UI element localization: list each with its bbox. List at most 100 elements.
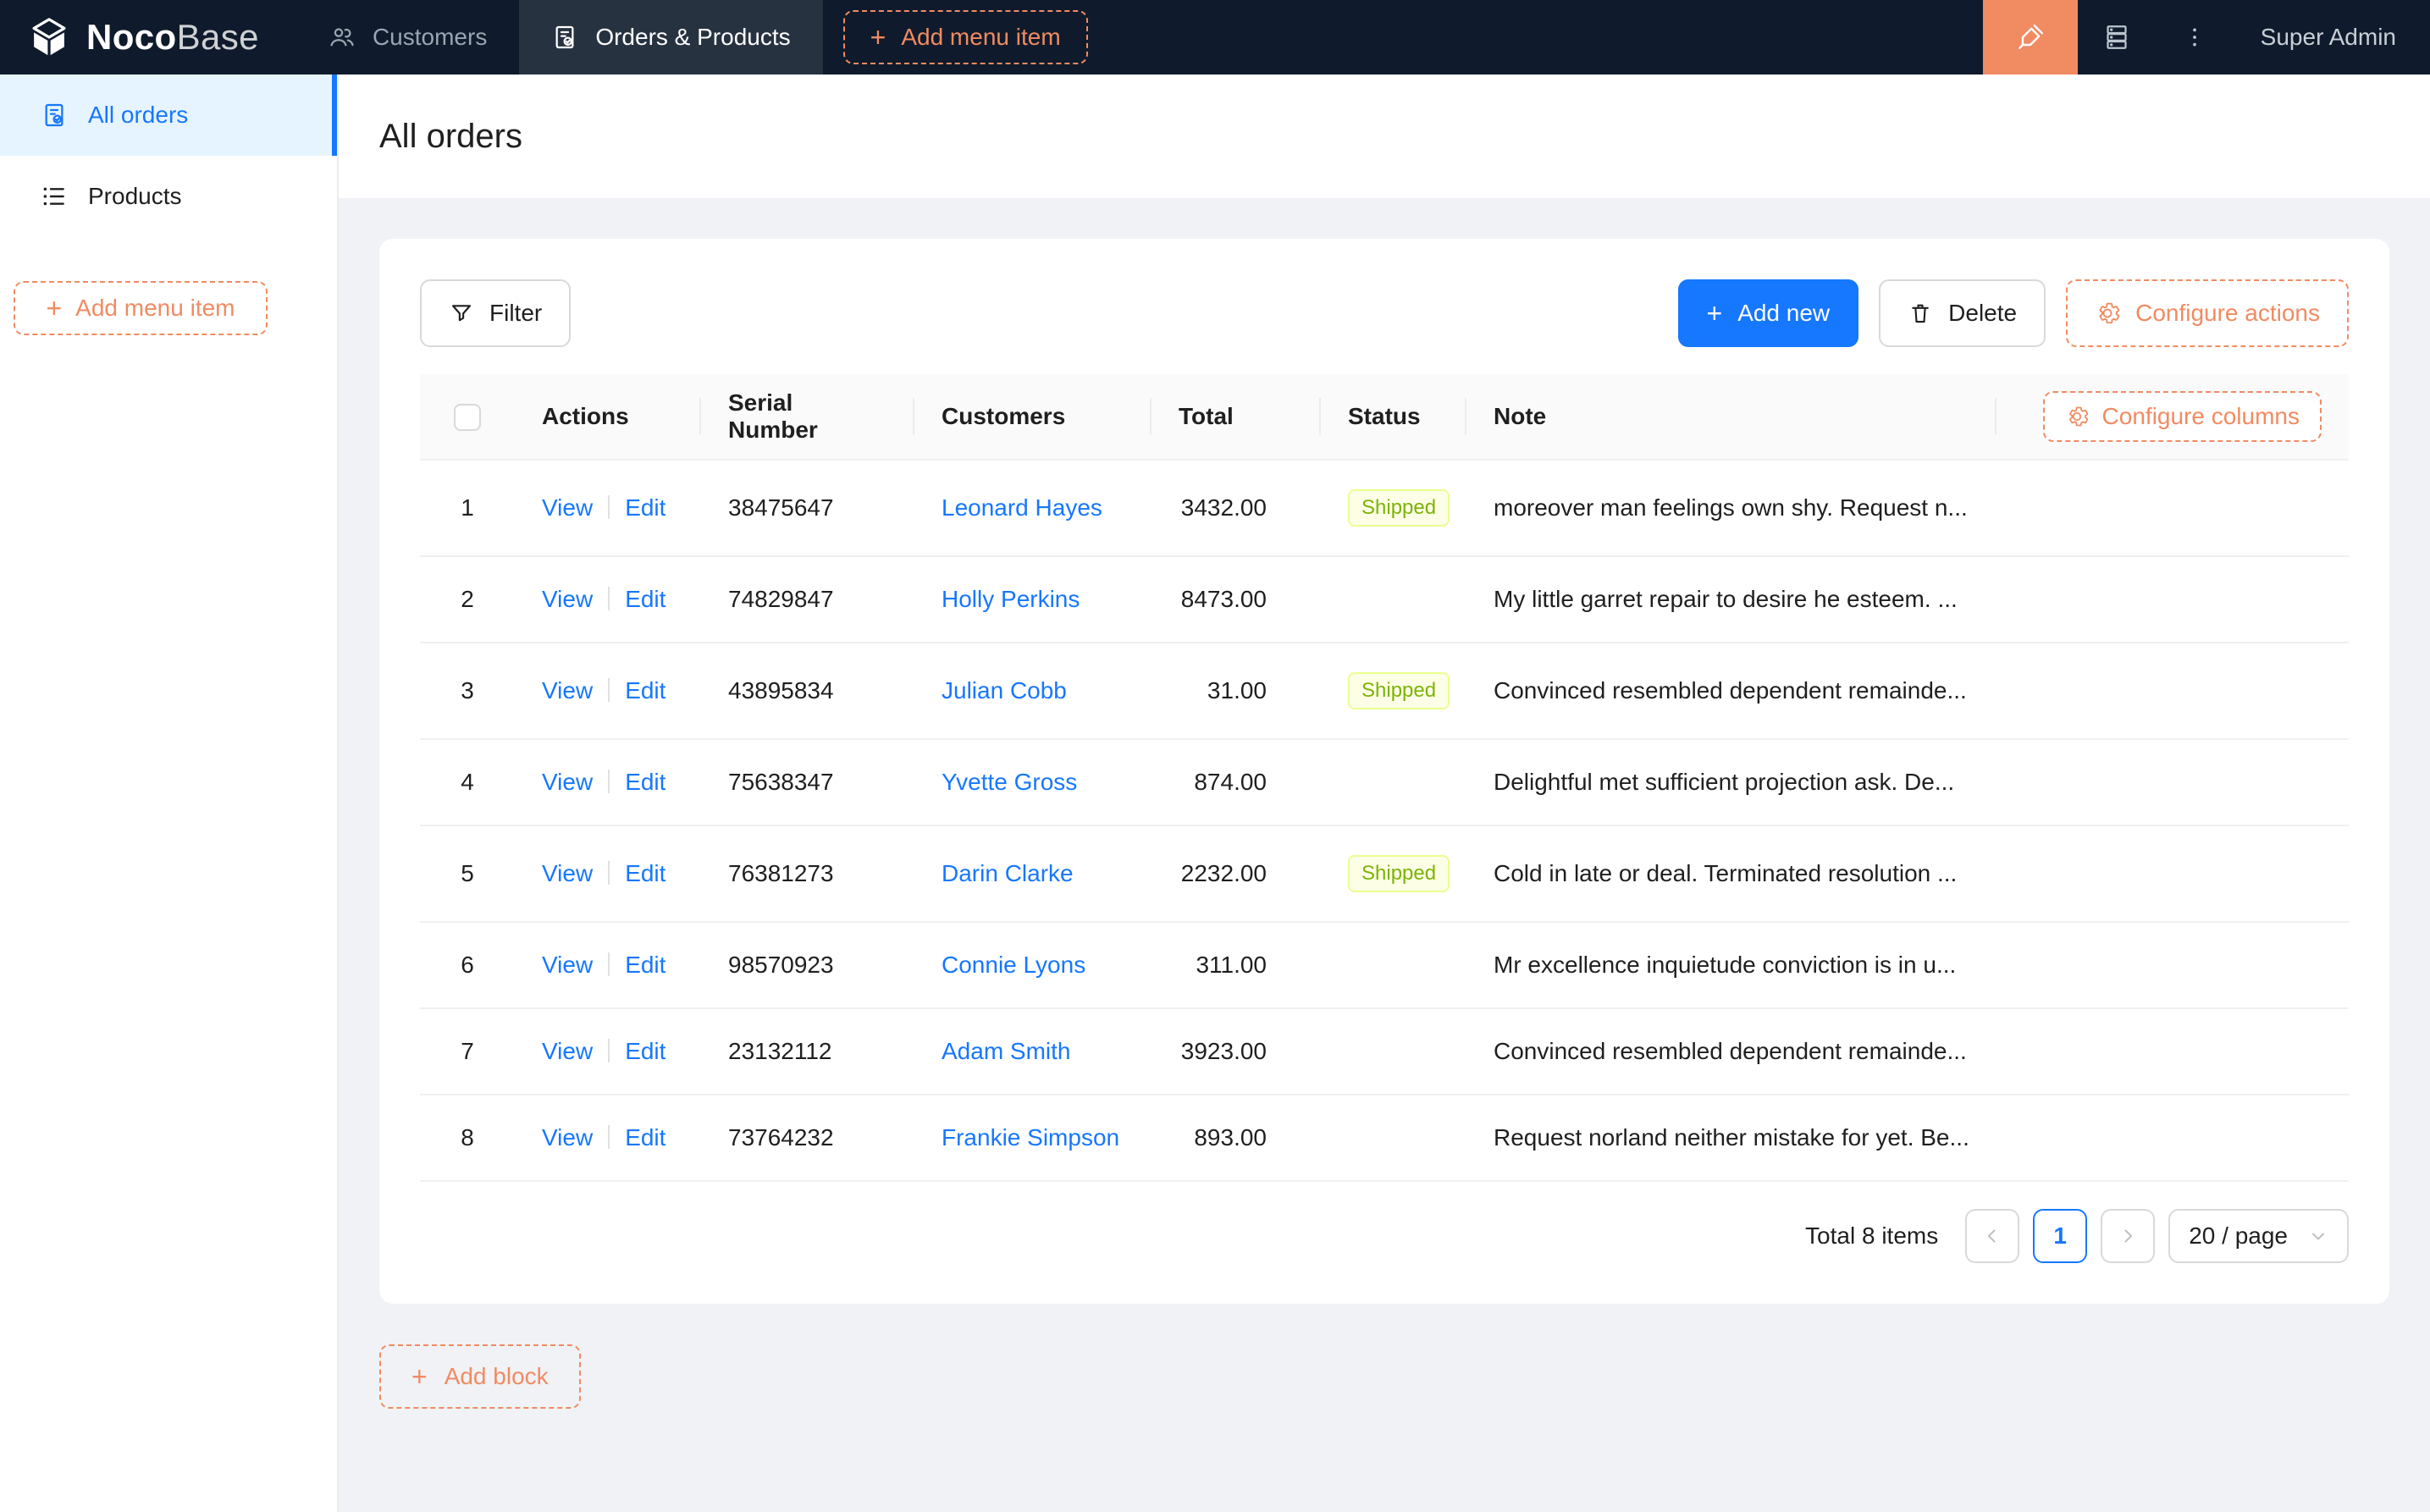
status-tag: Shipped (1348, 855, 1450, 892)
customer-link[interactable]: Connie Lyons (942, 952, 1086, 978)
pagination-prev-button[interactable] (1965, 1209, 2020, 1263)
customer-link[interactable]: Holly Perkins (942, 586, 1080, 612)
sidebar-item-all-orders[interactable]: All orders (0, 74, 337, 156)
logo-text: NocoBase (86, 17, 259, 57)
sidebar-item-products[interactable]: Products (0, 156, 337, 237)
add-new-button[interactable]: + Add new (1677, 279, 1859, 347)
edit-link[interactable]: Edit (625, 1038, 666, 1064)
table-row: 6 View Edit 98570923 Connie Lyons 311.00 … (420, 923, 2349, 1009)
pagination: Total 8 items 1 20 / page (420, 1209, 2349, 1263)
chevron-left-icon (1982, 1226, 2002, 1246)
column-header-total: Total (1151, 374, 1321, 461)
customer-link[interactable]: Julian Cobb (942, 677, 1067, 704)
view-link[interactable]: View (542, 586, 594, 612)
total-cell: 3923.00 (1151, 1009, 1321, 1095)
plugins-button[interactable] (2078, 0, 2156, 74)
row-index: 3 (420, 643, 515, 740)
row-index: 2 (420, 557, 515, 643)
table-row: 1 View Edit 38475647 Leonard Hayes 3432.0… (420, 461, 2349, 557)
page-title: All orders (379, 117, 522, 155)
table-row: 7 View Edit 23132112 Adam Smith 3923.00 C… (420, 1009, 2349, 1095)
actions-cell: View Edit (515, 1095, 701, 1182)
customer-cell: Frankie Simpson (914, 1095, 1151, 1182)
more-options-button[interactable] (2156, 0, 2234, 74)
configure-columns-button[interactable]: Configure columns (2042, 391, 2322, 442)
actions-cell: View Edit (515, 557, 701, 643)
sidebar-item-label: All orders (88, 102, 189, 128)
team-icon (329, 24, 356, 51)
delete-button[interactable]: Delete (1879, 279, 2046, 347)
customer-link[interactable]: Darin Clarke (942, 860, 1074, 886)
table-row: 3 View Edit 43895834 Julian Cobb 31.00 Sh… (420, 643, 2349, 740)
row-index: 4 (420, 740, 515, 826)
row-index: 7 (420, 1009, 515, 1095)
pagination-total: Total 8 items (1805, 1222, 1939, 1249)
view-link[interactable]: View (542, 860, 594, 886)
status-tag: Shipped (1348, 489, 1450, 527)
total-cell: 31.00 (1151, 643, 1321, 740)
navbar-add-menu-item-button[interactable]: + Add menu item (842, 10, 1088, 64)
view-link[interactable]: View (542, 677, 594, 704)
unordered-list-icon (41, 183, 68, 210)
navbar-right-cluster: Super Admin (1982, 0, 2430, 74)
note-cell: Convinced resembled dependent remainde..… (1466, 1009, 1996, 1095)
nav-tab-orders-products[interactable]: Orders & Products (519, 0, 823, 74)
customer-link[interactable]: Adam Smith (942, 1038, 1071, 1064)
edit-link[interactable]: Edit (625, 769, 666, 795)
edit-link[interactable]: Edit (625, 494, 666, 521)
status-cell (1321, 557, 1466, 643)
edit-link[interactable]: Edit (625, 952, 666, 978)
highlighter-icon (2015, 22, 2046, 52)
edit-link[interactable]: Edit (625, 1124, 666, 1151)
view-link[interactable]: View (542, 1038, 594, 1064)
action-divider (608, 770, 610, 793)
total-cell: 2232.00 (1151, 826, 1321, 923)
column-header-note: Note (1466, 374, 1996, 461)
customer-link[interactable]: Leonard Hayes (942, 494, 1102, 521)
actions-cell: View Edit (515, 740, 701, 826)
configure-actions-button[interactable]: Configure actions (2066, 279, 2349, 347)
spacer-cell (1996, 461, 2349, 557)
customer-cell: Leonard Hayes (914, 461, 1151, 557)
edit-link[interactable]: Edit (625, 860, 666, 886)
sidebar: All orders Products + Add menu item (0, 74, 339, 1512)
row-index: 8 (420, 1095, 515, 1182)
customer-link[interactable]: Frankie Simpson (942, 1124, 1120, 1151)
sidebar-item-label: Products (88, 183, 182, 209)
column-header-customers: Customers (914, 374, 1151, 461)
add-block-button[interactable]: + Add block (379, 1344, 581, 1409)
table-row: 2 View Edit 74829847 Holly Perkins 8473.0… (420, 557, 2349, 643)
gear-icon (2095, 301, 2120, 326)
status-cell: Shipped (1321, 461, 1466, 557)
status-tag: Shipped (1348, 672, 1450, 709)
view-link[interactable]: View (542, 1124, 594, 1151)
action-divider (608, 678, 610, 702)
ui-editor-toggle-button[interactable] (1982, 0, 2078, 74)
customer-link[interactable]: Yvette Gross (942, 769, 1078, 795)
spacer-cell (1996, 923, 2349, 1009)
select-all-header-cell (420, 374, 515, 461)
view-link[interactable]: View (542, 952, 594, 978)
nav-tab-customers[interactable]: Customers (296, 0, 519, 74)
table-header-row: Actions Serial Number Customers Total St… (420, 374, 2349, 461)
serial-cell: 74829847 (701, 557, 914, 643)
plus-icon: + (870, 22, 886, 52)
action-divider (608, 1125, 610, 1149)
view-link[interactable]: View (542, 769, 594, 795)
file-check-icon (551, 24, 578, 51)
view-link[interactable]: View (542, 494, 594, 521)
user-menu[interactable]: Super Admin (2260, 24, 2396, 50)
select-all-checkbox[interactable] (454, 403, 481, 431)
pagination-page-1[interactable]: 1 (2033, 1209, 2088, 1263)
edit-link[interactable]: Edit (625, 586, 666, 612)
edit-link[interactable]: Edit (625, 677, 666, 704)
page-size-select[interactable]: 20 / page (2168, 1209, 2349, 1263)
filter-button[interactable]: Filter (420, 279, 572, 347)
status-cell (1321, 923, 1466, 1009)
total-cell: 893.00 (1151, 1095, 1321, 1182)
pagination-next-button[interactable] (2101, 1209, 2156, 1263)
note-cell: Convinced resembled dependent remainde..… (1466, 643, 1996, 740)
sidebar-add-menu-item-button[interactable]: + Add menu item (14, 281, 268, 335)
nocobase-logo[interactable]: NocoBase (0, 0, 296, 74)
